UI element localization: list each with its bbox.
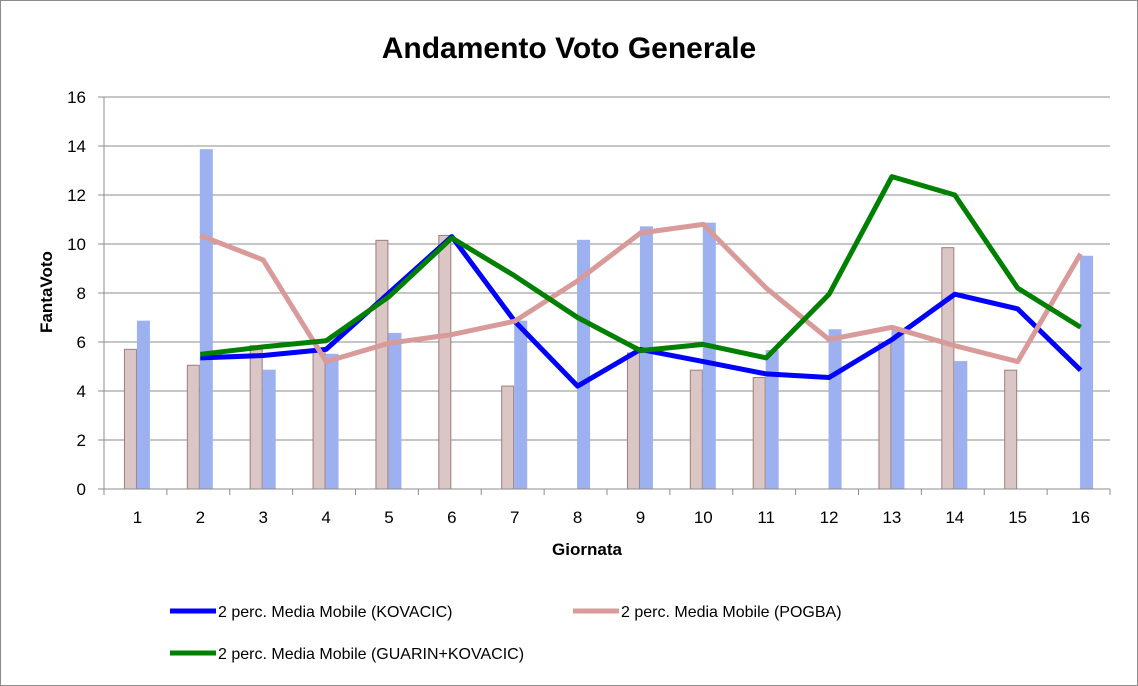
bar-kovacic-13 [891,328,905,490]
bar-kovacic-1 [136,320,150,490]
x-tick-label: 13 [882,508,901,527]
bar-pogba-5 [375,239,389,490]
x-tick-label: 15 [1008,508,1027,527]
bar-kovacic-3 [262,369,276,490]
x-tick-label: 3 [258,508,267,527]
series-line-1 [199,221,1083,365]
bar-kovacic-5 [388,332,402,490]
y-tick-label: 14 [67,137,86,156]
y-axis-title: FantaVoto [37,251,56,333]
bar-kovacic-4 [325,353,339,490]
bar-kovacic-7 [514,320,528,490]
chart-title: Andamento Voto Generale [382,32,757,65]
bar-pogba-6 [438,234,452,490]
y-tick-label: 10 [67,235,86,254]
series-lines [199,174,1083,389]
bar-pogba-3 [249,345,263,490]
y-tick-label: 4 [77,382,86,401]
bars [123,149,1094,490]
bar-pogba-10 [689,369,703,490]
bar-kovacic-16 [1080,255,1094,490]
bar-pogba-13 [878,341,892,490]
bar-pogba-7 [501,385,515,490]
x-tick-label: 9 [636,508,645,527]
y-tick-label: 16 [67,88,86,107]
x-tick-label: 12 [820,508,839,527]
legend-label-2: 2 perc. Media Mobile (GUARIN+KOVACIC) [218,646,524,663]
x-tick-label: 14 [945,508,964,527]
bar-kovacic-10 [702,222,716,490]
x-axis-title: Giornata [552,540,622,559]
bar-kovacic-2 [199,149,213,490]
bar-pogba-14 [941,247,955,490]
bar-kovacic-9 [639,226,653,490]
axes [98,96,1111,495]
bar-kovacic-12 [828,329,842,490]
bar-pogba-11 [752,377,766,490]
bar-pogba-1 [123,348,137,490]
bar-kovacic-11 [765,350,779,490]
bar-pogba-2 [186,364,200,490]
legend: 2 perc. Media Mobile (KOVACIC) 2 perc. Me… [170,604,842,663]
x-tick-label: 8 [573,508,582,527]
bar-pogba-15 [1004,369,1018,490]
y-tick-label: 8 [77,284,86,303]
x-tick-label: 11 [757,508,775,527]
legend-label-1: 2 perc. Media Mobile (POGBA) [621,604,842,621]
bar-pogba-9 [626,352,640,490]
x-tick-label: 16 [1071,508,1090,527]
x-tick-label: 1 [133,508,142,527]
x-tick-label: 5 [384,508,393,527]
y-tick-label: 2 [77,431,86,450]
series-line-2 [200,174,1082,361]
x-tick-label: 4 [321,508,330,527]
bar-pogba-4 [312,350,326,490]
y-tick-label: 12 [67,186,86,205]
x-tick-label: 7 [510,508,519,527]
y-tick-label: 6 [77,333,86,352]
legend-label-0: 2 perc. Media Mobile (KOVACIC) [218,604,452,621]
bar-kovacic-14 [954,361,968,490]
x-tick-label: 6 [447,508,456,527]
x-tick-label: 10 [694,508,713,527]
y-tick-labels: 0 2 4 6 8 10 12 14 16 [67,88,86,499]
y-tick-label: 0 [77,480,86,499]
x-tick-label: 2 [196,508,205,527]
x-tick-labels: 1 2 3 4 5 6 7 8 9 10 11 12 13 14 15 16 [133,508,1090,527]
